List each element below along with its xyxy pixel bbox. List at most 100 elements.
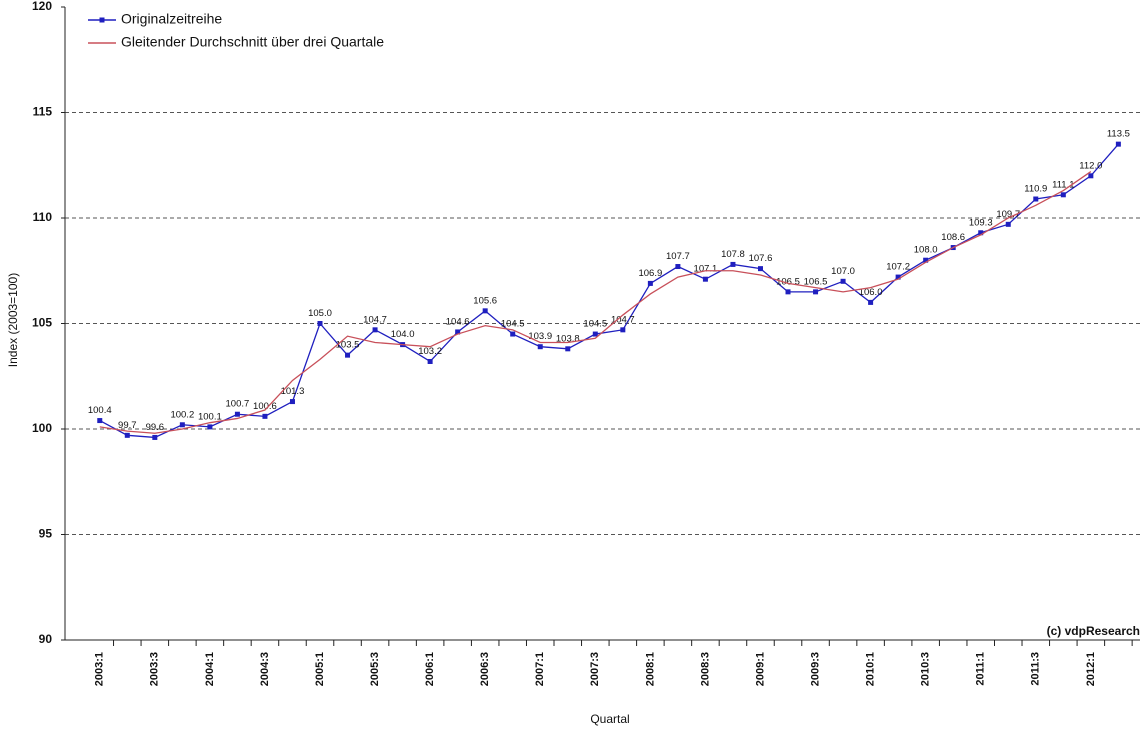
data-label: 100.4: [88, 405, 112, 416]
point-marker: [647, 280, 653, 286]
y-axis-title: Index (2003=100): [6, 273, 20, 367]
data-label: 106.5: [776, 276, 800, 287]
x-tick-label: 2007:3: [589, 652, 601, 686]
data-label: 100.6: [253, 401, 277, 412]
point-marker: [537, 344, 543, 350]
x-tick-label: 2012:1: [1085, 652, 1097, 686]
y-tick-label: 95: [39, 527, 53, 541]
data-label: 103.8: [556, 333, 580, 344]
data-label: 107.6: [749, 253, 773, 264]
point-marker: [1060, 192, 1066, 198]
data-label: 105.6: [473, 295, 497, 306]
point-marker: [372, 327, 378, 333]
data-label: 105.0: [308, 308, 332, 319]
data-label: 107.0: [831, 266, 855, 277]
y-tick-label: 105: [32, 316, 52, 330]
point-marker: [289, 399, 295, 405]
point-marker: [1115, 141, 1121, 147]
data-label: 103.5: [336, 340, 360, 351]
point-marker: [757, 266, 763, 272]
legend-marker: [99, 17, 105, 23]
data-label: 106.9: [638, 268, 662, 279]
point-marker: [262, 413, 268, 419]
point-marker: [702, 276, 708, 282]
point-marker: [785, 289, 791, 295]
x-tick-label: 2011:3: [1030, 652, 1042, 686]
data-label: 106.0: [859, 287, 883, 298]
series-line: [99, 143, 1119, 439]
x-tick-label: 2004:1: [204, 652, 216, 686]
data-label: 103.9: [528, 331, 552, 342]
point-marker: [1033, 196, 1039, 202]
data-label: 112.0: [1079, 160, 1102, 171]
data-label: 113.5: [1107, 129, 1130, 140]
x-tick-label: 2008:3: [699, 652, 711, 686]
point-marker: [592, 331, 598, 337]
point-marker: [482, 308, 488, 314]
y-tick-label: 100: [32, 421, 52, 435]
point-marker: [510, 331, 516, 337]
x-tick-label: 2003:1: [94, 652, 106, 686]
point-marker: [152, 434, 158, 440]
x-tick-label: 2009:3: [809, 652, 821, 686]
x-tick-label: 2006:1: [424, 652, 436, 686]
data-label: 111.1: [1052, 179, 1074, 190]
point-marker: [207, 424, 213, 430]
data-label: 100.1: [198, 411, 222, 422]
data-label: 100.2: [170, 409, 194, 420]
point-marker: [427, 358, 433, 364]
x-tick-label: 2006:3: [479, 652, 491, 686]
data-label: 108.0: [914, 245, 938, 256]
data-label: 104.5: [501, 319, 525, 330]
data-label: 104.6: [446, 316, 470, 327]
data-label: 107.1: [694, 264, 718, 275]
point-marker: [455, 329, 461, 335]
x-tick-label: 2011:1: [975, 652, 987, 686]
point-marker: [124, 432, 130, 438]
data-label: 99.7: [118, 420, 137, 431]
point-marker: [868, 299, 874, 305]
y-tick-label: 90: [39, 632, 53, 646]
point-marker: [317, 321, 323, 326]
data-label: 99.6: [146, 422, 165, 433]
data-label: 107.8: [721, 249, 745, 260]
data-label: 108.6: [941, 232, 965, 243]
point-marker: [675, 264, 681, 270]
x-tick-label: 2010:3: [920, 652, 932, 686]
data-label: 109.7: [996, 209, 1020, 220]
data-label: 104.5: [583, 319, 607, 330]
point-marker: [978, 230, 984, 236]
point-marker: [1005, 221, 1011, 227]
x-tick-label: 2007:1: [534, 652, 546, 686]
x-tick-label: 2009:1: [754, 652, 766, 686]
data-label: 104.0: [391, 329, 415, 340]
point-marker: [840, 278, 846, 284]
y-tick-label: 110: [33, 210, 53, 224]
source-note: (c) vdpResearch: [1047, 624, 1140, 638]
point-marker: [179, 422, 185, 428]
point-marker: [1088, 173, 1094, 179]
legend-label: Gleitender Durchschnitt über drei Quarta…: [121, 34, 384, 50]
point-marker: [923, 257, 929, 263]
y-tick-label: 120: [32, 0, 52, 13]
series-line: [99, 171, 1092, 434]
data-label: 109.3: [969, 217, 993, 228]
point-marker: [565, 346, 571, 352]
point-marker: [620, 327, 626, 333]
x-tick-label: 2003:3: [149, 652, 161, 686]
data-label: 104.7: [611, 314, 635, 325]
x-tick-label: 2005:3: [369, 652, 381, 686]
x-tick-label: 2004:3: [259, 652, 271, 686]
point-marker: [345, 352, 351, 358]
data-label: 110.9: [1024, 184, 1047, 195]
x-axis-title: Quartal: [590, 712, 629, 726]
x-tick-label: 2010:1: [865, 652, 877, 686]
data-label: 106.5: [804, 276, 828, 287]
point-marker: [730, 261, 736, 267]
data-label: 100.7: [226, 399, 250, 410]
y-tick-label: 115: [33, 105, 53, 119]
data-label: 101.3: [281, 386, 305, 397]
data-label: 107.2: [886, 262, 910, 273]
data-label: 103.2: [418, 346, 442, 357]
